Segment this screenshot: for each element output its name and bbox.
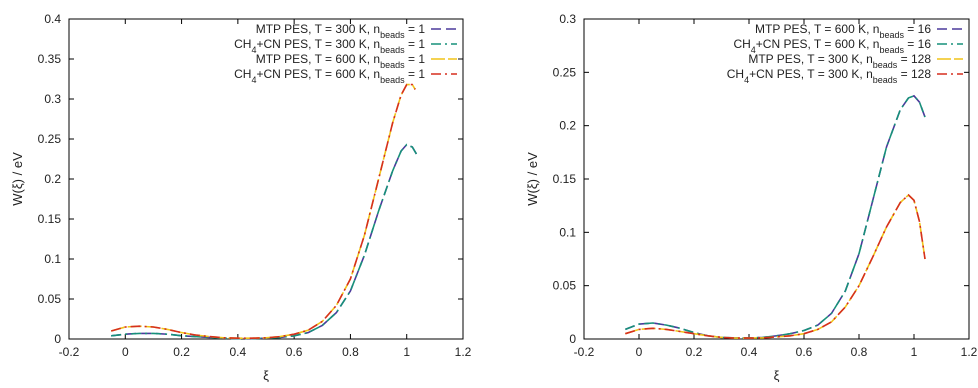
y-tick-label: 0.2 <box>44 172 61 186</box>
series-line-3 <box>110 83 416 339</box>
legend-entry-1: MTP PES, T = 300 K, nbeads = 1 <box>256 22 426 40</box>
x-tick-label: -0.2 <box>59 345 80 359</box>
y-tick-label: 0 <box>569 332 576 346</box>
x-tick-label: 0.6 <box>286 345 303 359</box>
y-tick-label: 0.2 <box>559 119 576 133</box>
y-tick-label: 0.15 <box>553 172 577 186</box>
x-tick-label: 0.6 <box>796 345 813 359</box>
series-line-3 <box>625 193 926 339</box>
y-tick-label: 0.4 <box>44 12 61 26</box>
series-line-1 <box>111 143 419 340</box>
x-tick-label: 1.2 <box>455 345 472 359</box>
x-tick-label: 0.8 <box>851 345 868 359</box>
y-tick-label: 0.1 <box>559 225 576 239</box>
series-line-2 <box>111 143 419 340</box>
legend-entry-3: MTP PES, T = 600 K, nbeads = 1 <box>256 52 426 70</box>
y-axis-label: W(ξ) / eV <box>10 152 25 206</box>
x-tick-label: 0.8 <box>342 345 359 359</box>
x-tick-label: -0.2 <box>574 345 595 359</box>
x-tick-label: 0.4 <box>741 345 758 359</box>
legend-entry-2: CH4+CN PES, T = 300 K, nbeads = 1 <box>234 37 425 55</box>
y-tick-label: 0.3 <box>559 12 576 26</box>
series-line-1 <box>625 94 926 339</box>
y-tick-label: 0.3 <box>44 92 61 106</box>
y-tick-label: 0.05 <box>553 279 577 293</box>
x-tick-label: 1.2 <box>961 345 978 359</box>
y-tick-label: 0.1 <box>44 252 61 266</box>
y-tick-label: 0.15 <box>38 212 62 226</box>
y-tick-label: 0.25 <box>38 132 62 146</box>
y-tick-label: 0 <box>54 332 61 346</box>
series-line-4 <box>625 193 926 339</box>
legend-entry-1: MTP PES, T = 600 K, nbeads = 16 <box>755 22 931 40</box>
legend-entry-4: CH4+CN PES, T = 600 K, nbeads = 1 <box>234 67 425 85</box>
legend-entry-2: CH4+CN PES, T = 600 K, nbeads = 16 <box>733 37 931 55</box>
y-tick-label: 0.35 <box>38 52 62 66</box>
series-line-4 <box>110 83 416 339</box>
y-axis-label: W(ξ) / eV <box>525 152 540 206</box>
x-tick-label: 1 <box>403 345 410 359</box>
chart-panel-1: -0.2 0 0.2 0.4 0.6 0.8 1 1.200.050.10.150.20.25… <box>10 12 472 383</box>
y-tick-label: 0.05 <box>38 292 62 306</box>
x-axis-label: ξ <box>263 368 269 383</box>
chart-panel-2: -0.2 0 0.2 0.4 0.6 0.8 1 1.200.050.10.150.20.25… <box>525 12 978 383</box>
legend-entry-3: MTP PES, T = 300 K, nbeads = 128 <box>748 52 931 70</box>
series-line-2 <box>625 94 926 339</box>
x-axis-label: ξ <box>774 368 780 383</box>
legend-entry-4: CH4+CN PES, T = 300 K, nbeads = 128 <box>727 67 932 85</box>
x-tick-label: 0.2 <box>173 345 190 359</box>
x-tick-label: 0.2 <box>686 345 703 359</box>
y-tick-label: 0.25 <box>553 65 577 79</box>
x-tick-label: 0.4 <box>230 345 247 359</box>
x-tick-label: 0 <box>636 345 643 359</box>
x-tick-label: 0 <box>122 345 129 359</box>
x-tick-label: 1 <box>911 345 918 359</box>
